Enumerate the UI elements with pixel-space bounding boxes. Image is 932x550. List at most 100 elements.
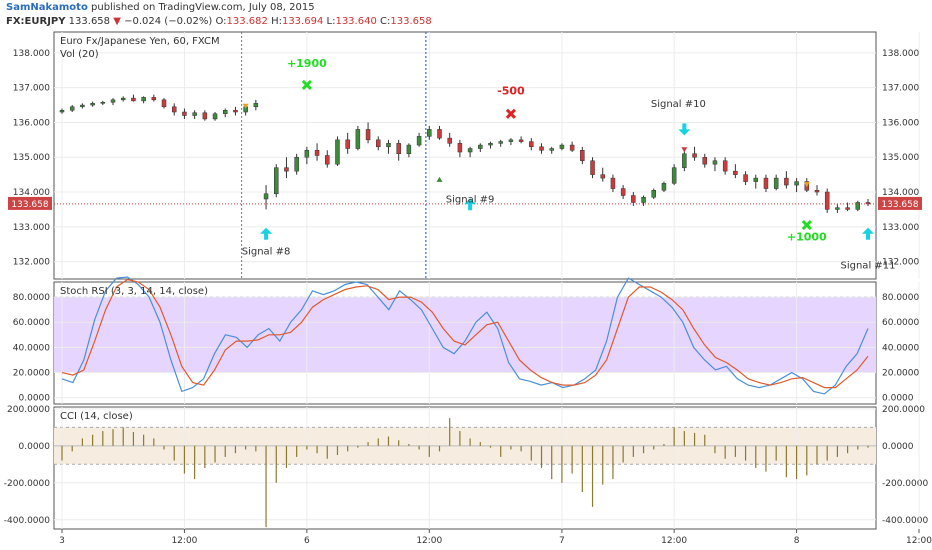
candle-body [814, 190, 820, 193]
candle-body [120, 97, 126, 101]
up-triangle-icon [436, 176, 443, 182]
stoch-tick-label-left: 80.0000 [13, 293, 50, 303]
volume-label: Vol (20) [60, 49, 99, 60]
candle-body [192, 112, 197, 116]
candle-body [508, 139, 514, 142]
last-price-label-bg-left [8, 196, 52, 210]
candle-body [498, 141, 503, 144]
price-tick-label-right: 137.000 [882, 84, 919, 94]
candle-body [406, 144, 412, 155]
x-tick-label: 6 [304, 536, 310, 546]
candle-body [100, 102, 106, 104]
cci-title: CCI (14, close) [60, 411, 133, 422]
candle-body [141, 97, 146, 102]
candle-body [518, 139, 524, 142]
published-text: published on TradingView.com, July 08, 2… [91, 2, 315, 13]
cci-tick-label-left: 200.0000 [7, 405, 50, 415]
candle-body [314, 150, 320, 156]
x-tick-label: 12:00 [661, 536, 687, 546]
candle-body [294, 156, 299, 172]
profit-label: +1900 [287, 57, 327, 70]
candle-body [437, 129, 442, 139]
high-value: 133.694 [281, 16, 324, 27]
price-tick-label-right: 133.000 [882, 223, 919, 233]
author-link[interactable]: SamNakamoto [6, 2, 88, 13]
signal-down-arrow-icon [678, 123, 691, 136]
publish-header: SamNakamoto published on TradingView.com… [6, 2, 315, 13]
candle-body [131, 97, 136, 102]
candle-body [529, 141, 534, 148]
candle-body [620, 188, 626, 196]
symbol-label[interactable]: FX:EURJPY [6, 16, 66, 27]
stoch-tick-label-left: 20.0000 [13, 369, 50, 379]
candle-body [202, 112, 208, 120]
x-tick-label: 12:00 [171, 536, 197, 546]
price-tick-label-right: 135.000 [882, 153, 919, 163]
candle-body [763, 177, 769, 189]
candle-body [590, 160, 595, 175]
candle-body [641, 196, 646, 203]
close-value: 133.658 [390, 16, 432, 27]
candle-body [365, 129, 371, 141]
candle-body [753, 177, 759, 182]
candle-body [69, 106, 75, 111]
signal-up-arrow-icon [464, 198, 477, 211]
candle-body [549, 148, 554, 151]
cci-tick-label-left: 0.0000 [19, 442, 51, 452]
candle-body [569, 144, 575, 151]
candle-body [386, 143, 391, 148]
stoch-tick-label-right: 40.0000 [882, 343, 919, 353]
candle-body [845, 207, 850, 210]
candle-body [733, 170, 738, 175]
candle-body [610, 177, 616, 189]
price-tick-label-right: 138.000 [882, 49, 919, 59]
stoch-band [54, 297, 876, 373]
candle-body [661, 183, 667, 191]
pane-frame [53, 31, 877, 280]
signal-label: Signal #11 [841, 261, 896, 272]
candle-body [682, 153, 687, 168]
signal-up-arrow-icon [260, 227, 273, 240]
low-label: L: [326, 16, 336, 27]
candle-body [90, 103, 95, 106]
price-tick-label-right: 132.000 [882, 258, 919, 268]
candle-body [580, 150, 585, 161]
candle-body [80, 104, 85, 108]
cci-tick-label-left: -400.0000 [4, 516, 50, 526]
stoch-tick-label-right: 80.0000 [882, 293, 919, 303]
candle-body [855, 202, 861, 210]
stoch-d-line [61, 278, 869, 389]
price-change: −0.024 (−0.02%) [124, 16, 213, 27]
open-value: 133.682 [226, 16, 268, 27]
candle-body [743, 174, 748, 182]
signal-label: Signal #8 [242, 247, 291, 258]
last-price-label-right: 133.658 [881, 200, 918, 210]
candle-body [773, 177, 779, 189]
candle-body [478, 144, 483, 149]
signal-label: Signal #10 [651, 99, 706, 110]
cci-tick-label-right: -200.0000 [882, 479, 928, 489]
high-label: H: [271, 16, 282, 27]
candle-body [631, 195, 636, 203]
candle-body [263, 193, 269, 200]
candle-body [151, 97, 157, 101]
candle-body [325, 155, 330, 165]
x-tick-label: 3 [59, 536, 65, 546]
candle-body [376, 139, 381, 148]
candle-body [600, 174, 605, 179]
low-value: 133.640 [335, 16, 377, 27]
price-tick-label-left: 134.000 [13, 188, 50, 198]
x-tick-label: 8 [794, 536, 800, 546]
stoch-tick-label-right: 20.0000 [882, 369, 919, 379]
cci-tick-label-right: -400.0000 [882, 516, 928, 526]
stoch-tick-label-right: 0.0000 [882, 394, 914, 404]
down-arrow-icon: ▼ [113, 16, 121, 27]
price-tick-label-left: 135.000 [13, 153, 50, 163]
candle-body [671, 167, 677, 184]
close-label: C: [380, 16, 391, 27]
candle-body [233, 110, 238, 113]
candle-body [427, 129, 432, 137]
price-tick-label-right: 134.000 [882, 188, 919, 198]
candle-body [222, 110, 228, 115]
